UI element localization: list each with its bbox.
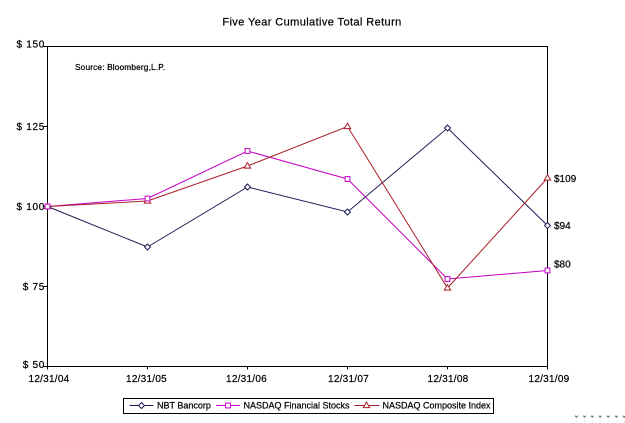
svg-text:12/31/06: 12/31/06	[226, 374, 267, 385]
svg-text:Source: Bloomberg,L.P.: Source: Bloomberg,L.P.	[75, 62, 165, 72]
svg-text:12/31/05: 12/31/05	[126, 374, 167, 385]
svg-text:12/31/07: 12/31/07	[328, 374, 369, 385]
svg-text:NASDAQ Composite Index: NASDAQ Composite Index	[383, 401, 492, 411]
svg-text:Five Year Cumulative Total Ret: Five Year Cumulative Total Return	[222, 17, 401, 29]
svg-text:NASDAQ Financial Stocks: NASDAQ Financial Stocks	[244, 401, 351, 411]
svg-text:$80: $80	[554, 260, 571, 271]
svg-text:$ 50: $ 50	[23, 360, 45, 371]
svg-text:$ 100: $ 100	[16, 202, 45, 213]
svg-text:$ 150: $ 150	[16, 40, 45, 51]
svg-text:$94: $94	[554, 221, 571, 232]
svg-text:12/31/09: 12/31/09	[529, 374, 570, 385]
svg-text:$ 125: $ 125	[16, 122, 45, 133]
svg-text:12/31/04: 12/31/04	[29, 374, 70, 385]
svg-text:12/31/08: 12/31/08	[428, 374, 469, 385]
svg-text:$ 75: $ 75	[23, 282, 45, 293]
svg-text:NBT Bancorp: NBT Bancorp	[157, 401, 211, 411]
svg-text:$109: $109	[554, 174, 577, 185]
